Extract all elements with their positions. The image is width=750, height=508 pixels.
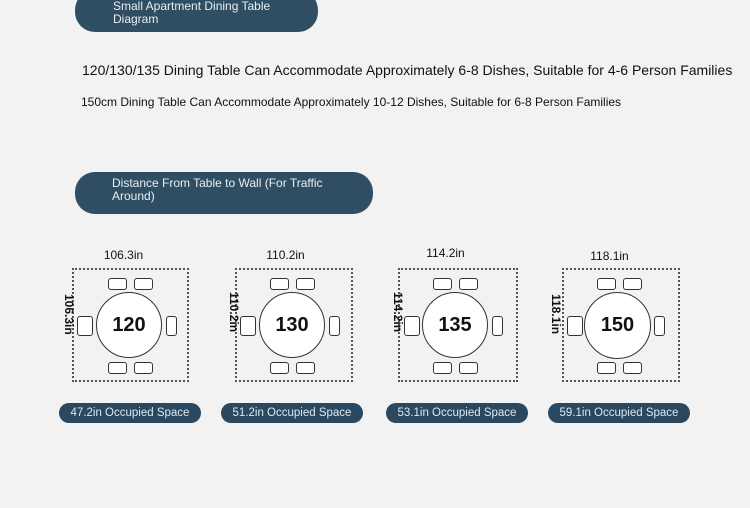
side-dimension: 110.2in (227, 292, 241, 333)
round-table: 120 (96, 292, 162, 358)
top-dimension: 110.2in (266, 248, 305, 262)
table-diagram-135: 114.2in 114.2in 135 (375, 246, 540, 416)
occupied-space-badge: 59.1in Occupied Space (548, 403, 690, 423)
capacity-line-small: 120/130/135 Dining Table Can Accommodate… (82, 62, 733, 78)
top-dimension: 118.1in (590, 249, 629, 263)
clearance-frame (72, 268, 189, 382)
chair (623, 362, 642, 374)
chair (270, 362, 289, 374)
table-diagram-120: 106.3in 106.3in 120 (48, 246, 213, 416)
chair (492, 316, 503, 336)
chair (433, 362, 452, 374)
top-dimension: 106.3in (103, 248, 144, 262)
chair (270, 278, 289, 290)
chair (433, 278, 452, 290)
chair (134, 362, 153, 374)
clearance-frame (235, 268, 353, 382)
clearance-frame (562, 268, 680, 382)
occupied-space-badge: 53.1in Occupied Space (386, 403, 528, 423)
chair (166, 316, 177, 336)
chair (329, 316, 340, 336)
round-table: 150 (584, 292, 651, 359)
occupied-space-badge: 47.2in Occupied Space (59, 403, 201, 423)
chair (567, 316, 583, 336)
table-diagram-150: 118.1in 118.1in 150 (537, 246, 702, 416)
chair (597, 278, 616, 290)
chair (108, 278, 127, 290)
capacity-line-large: 150cm Dining Table Can Accommodate Appro… (81, 95, 622, 109)
chair (296, 278, 315, 290)
chair (296, 362, 315, 374)
occupied-space-badge: 51.2in Occupied Space (221, 403, 363, 423)
side-dimension: 114.2in (391, 292, 405, 333)
top-dimension: 114.2in (426, 246, 465, 260)
chair (654, 316, 665, 336)
chair (459, 362, 478, 374)
side-dimension: 118.1in (549, 294, 563, 335)
round-table: 135 (422, 292, 488, 358)
side-dimension: 106.3in (62, 294, 76, 335)
chair (459, 278, 478, 290)
chair (404, 316, 420, 336)
chair (623, 278, 642, 290)
chair (77, 316, 93, 336)
chair (134, 278, 153, 290)
table-diagram-130: 110.2in 110.2in 130 (210, 246, 375, 416)
chair (240, 316, 256, 336)
diagram-title-pill: Small Apartment Dining Table Diagram (75, 0, 318, 32)
clearance-frame (398, 268, 518, 382)
chair (597, 362, 616, 374)
round-table: 130 (259, 292, 325, 358)
distance-pill: Distance From Table to Wall (For Traffic… (75, 172, 373, 214)
chair (108, 362, 127, 374)
